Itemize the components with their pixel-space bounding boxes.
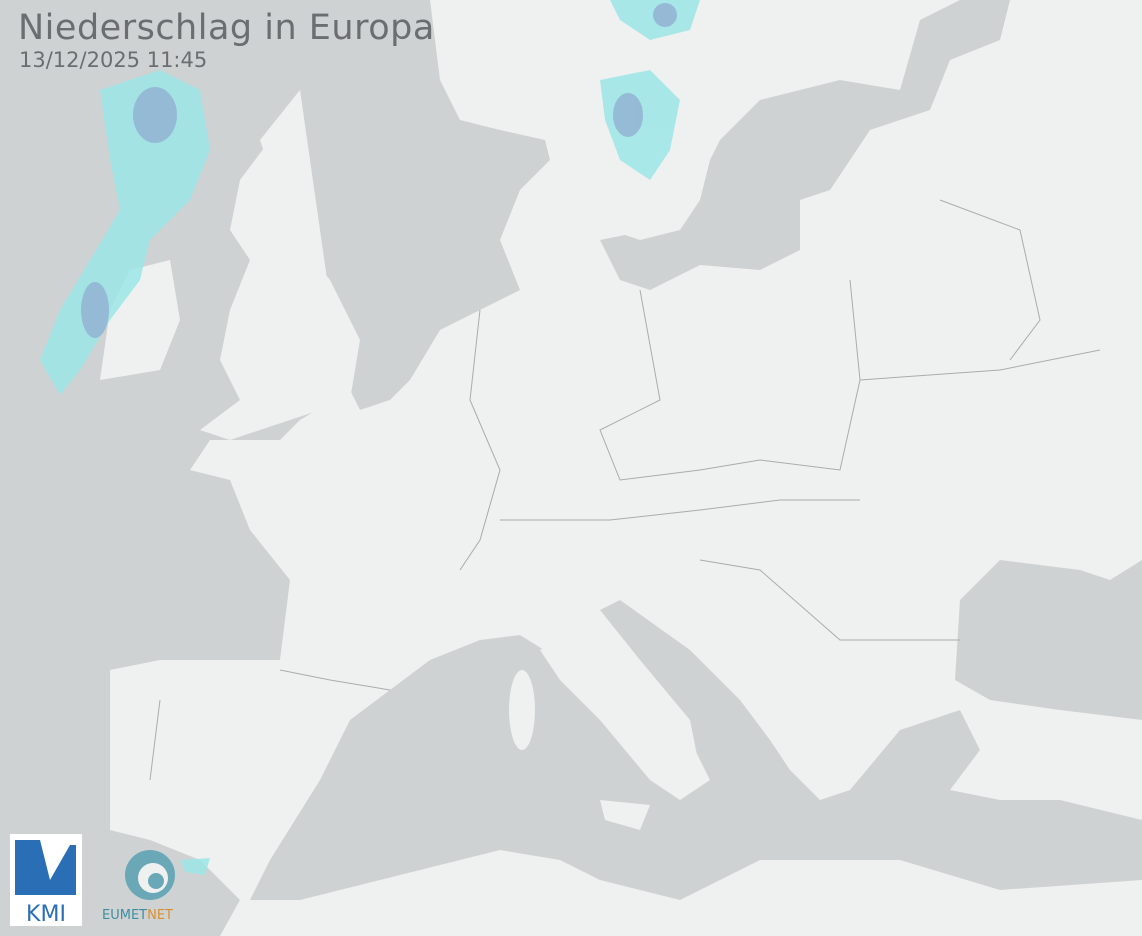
timestamp: 13/12/2025 11:45	[19, 48, 208, 72]
eumetnet-logo	[125, 850, 175, 900]
kmi-logo	[10, 834, 82, 926]
borders	[149, 199, 1101, 781]
kmi-label: KMI	[26, 902, 66, 927]
precipitation-heavy	[81, 3, 677, 338]
eumet-part: EUMET	[102, 908, 147, 923]
map-title: Niederschlag in Europa	[18, 8, 435, 48]
eumetnet-label: EUMETNET	[102, 908, 173, 923]
net-part: NET	[147, 908, 173, 923]
